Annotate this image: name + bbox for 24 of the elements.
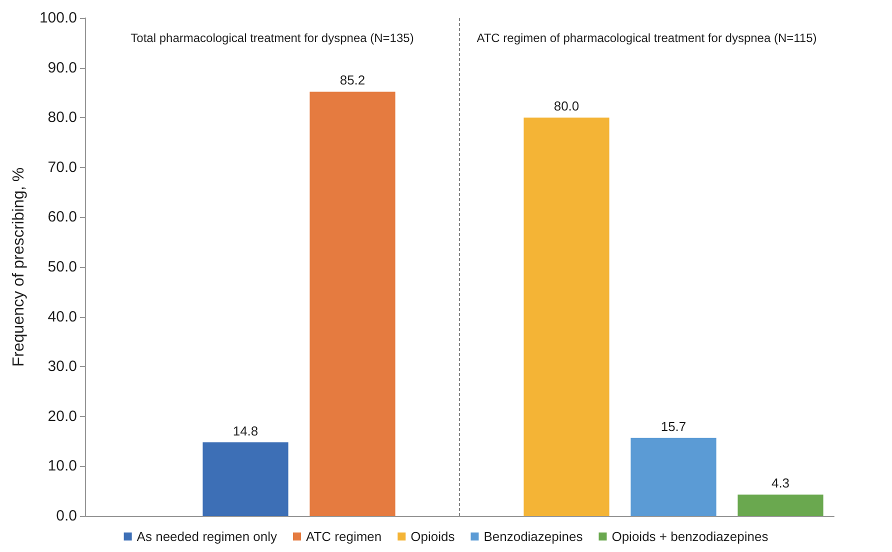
legend-label: Opioids + benzodiazepines [612, 529, 769, 544]
y-tick-label: 10.0 [48, 458, 77, 475]
y-tick-label: 100.0 [39, 10, 77, 26]
legend-label: ATC regimen [306, 529, 382, 544]
data-label: 80.0 [554, 98, 580, 114]
y-tick-label: 30.0 [48, 358, 77, 376]
legend-label: Opioids [410, 529, 456, 544]
y-tick-label: 80.0 [48, 109, 77, 126]
y-tick-label: 60.0 [48, 208, 77, 226]
data-label: 85.2 [340, 72, 366, 88]
data-label: 15.7 [660, 418, 686, 434]
y-tick-label: 20.0 [48, 408, 77, 425]
data-label: 14.8 [232, 423, 258, 438]
y-axis-title: Frequency of prescribing, % [10, 167, 28, 367]
legend-label: Benzodiazepines [484, 529, 584, 544]
y-tick-label: 70.0 [48, 158, 77, 176]
legend-label: As needed regimen only [136, 529, 278, 544]
data-label: 4.3 [771, 476, 790, 491]
annotation: ATC regimen of pharmacological treatment for dyspnea (N=115) [476, 31, 817, 45]
y-tick-label: 0.0 [56, 508, 77, 524]
y-tick-label: 40.0 [48, 308, 77, 326]
annotation: Total pharmacological treatment for dyspnea (N=135) [130, 31, 414, 45]
y-tick-label: 90.0 [48, 59, 77, 76]
y-tick-label: 50.0 [48, 258, 77, 276]
